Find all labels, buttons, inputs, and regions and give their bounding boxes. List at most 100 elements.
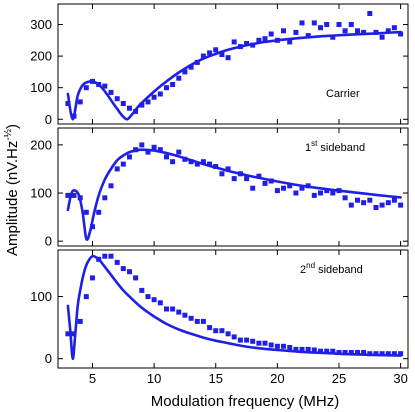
carrier-data-point [127, 105, 132, 111]
carrier-data-point [250, 42, 256, 48]
carrier-data-point [391, 25, 397, 31]
first-sideband-data-point [379, 202, 385, 208]
second-sideband-frame [57, 249, 409, 369]
second-sideband-data-point [219, 328, 225, 334]
carrier-data-point [361, 29, 367, 35]
carrier-data-point [188, 64, 194, 70]
first-sideband-data-point [262, 180, 268, 186]
first-sideband-data-point [385, 200, 391, 206]
first-sideband-y-tick-label: 0 [45, 234, 52, 249]
carrier-data-point [299, 20, 305, 26]
second-sideband-data-point [281, 343, 286, 349]
second-sideband-data-point [176, 309, 182, 315]
first-sideband-data-point [250, 185, 256, 191]
second-sideband-panel: 0 100 5 10 15 20 25 30 [30, 249, 409, 386]
second-sideband-label: 2nd sideband [300, 261, 363, 276]
second-sideband-data-point [256, 340, 262, 346]
carrier-data-point [367, 11, 373, 16]
first-sideband-data-point [90, 224, 95, 230]
carrier-data-point [225, 55, 231, 61]
carrier-data-point [336, 22, 342, 27]
carrier-data-point [318, 25, 323, 31]
carrier-data-point [379, 34, 385, 40]
carrier-data-point [219, 52, 225, 57]
carrier-data-point [355, 28, 360, 34]
carrier-data-point [262, 36, 268, 42]
first-sideband-data-point [311, 192, 317, 198]
first-sideband-data-point [231, 176, 237, 182]
first-sideband-data-point [244, 176, 250, 182]
carrier-data-point [237, 44, 243, 50]
first-sideband-data-point [324, 188, 330, 194]
second-sideband-data-point [200, 318, 206, 324]
x-tick-label: 20 [270, 371, 284, 386]
first-sideband-data-point [133, 147, 139, 153]
second-sideband-data-point [207, 325, 213, 331]
second-sideband-data-point [231, 334, 237, 340]
second-sideband-data-point [379, 351, 385, 357]
carrier-data-point [182, 69, 188, 75]
first-sideband-data-point [342, 195, 348, 201]
first-sideband-data-point [398, 202, 404, 208]
carrier-data-point [200, 53, 206, 59]
carrier-data-point [348, 22, 354, 27]
first-sideband-data-point [77, 195, 83, 201]
second-sideband-y-tick-label: 0 [45, 351, 52, 366]
second-sideband-data-point [102, 253, 108, 259]
second-sideband-data-point [244, 337, 250, 343]
first-sideband-data-point [256, 173, 262, 179]
first-sideband-data-point [305, 183, 311, 189]
first-sideband-data-point [293, 190, 299, 196]
carrier-data-point [398, 31, 404, 37]
second-sideband-data-point [164, 306, 169, 312]
carrier-data-point [120, 101, 126, 106]
second-sideband-data-point [108, 253, 114, 259]
second-sideband-data-point [268, 342, 274, 348]
second-sideband-data-point [65, 331, 71, 337]
carrier-data-point [145, 99, 151, 105]
first-sideband-data-point [336, 188, 342, 194]
carrier-data-point [213, 47, 219, 53]
second-sideband-y-tick-label: 100 [30, 289, 52, 304]
second-sideband-data-point [133, 275, 139, 281]
carrier-data-point [244, 41, 250, 46]
first-sideband-data-point [151, 144, 157, 150]
second-sideband-data-point [250, 338, 256, 344]
first-sideband-label: 1st sideband [305, 139, 365, 154]
second-sideband-data-point [96, 256, 102, 262]
second-sideband-data-point [120, 266, 126, 272]
first-sideband-data-point [274, 188, 280, 194]
carrier-data-point [268, 31, 274, 37]
carrier-data-point [170, 82, 176, 87]
second-sideband-data-point [274, 343, 280, 349]
second-sideband-data-point [385, 351, 391, 357]
carrier-data-point [157, 91, 163, 97]
second-sideband-data-point [139, 287, 145, 293]
carrier-y-tick-label: 0 [45, 112, 52, 127]
second-sideband-data-point [305, 346, 311, 352]
second-sideband-data-point [151, 297, 157, 303]
carrier-data-point [83, 85, 89, 91]
carrier-data-point [90, 78, 95, 84]
first-sideband-frame [57, 127, 409, 247]
first-sideband-data-point [170, 159, 176, 165]
first-sideband-data-point [219, 171, 225, 177]
second-sideband-data-point [114, 259, 120, 265]
second-sideband-data-point [287, 345, 293, 350]
first-sideband-data-point [157, 147, 163, 153]
first-sideband-data-point [114, 166, 120, 172]
second-sideband-fit-line [66, 254, 402, 361]
second-sideband-data-point [324, 348, 330, 354]
first-sideband-data-point [127, 154, 132, 160]
first-sideband-data-point [318, 190, 323, 196]
second-sideband-data-point [373, 351, 379, 357]
first-sideband-data-point [355, 197, 360, 203]
first-sideband-data-point [200, 159, 206, 165]
carrier-data-point [151, 94, 157, 100]
carrier-data-point [207, 50, 213, 56]
carrier-data-point [231, 39, 237, 45]
second-sideband-data-point [145, 294, 151, 300]
x-tick-label: 25 [332, 371, 346, 386]
first-sideband-fit-line [66, 148, 402, 241]
